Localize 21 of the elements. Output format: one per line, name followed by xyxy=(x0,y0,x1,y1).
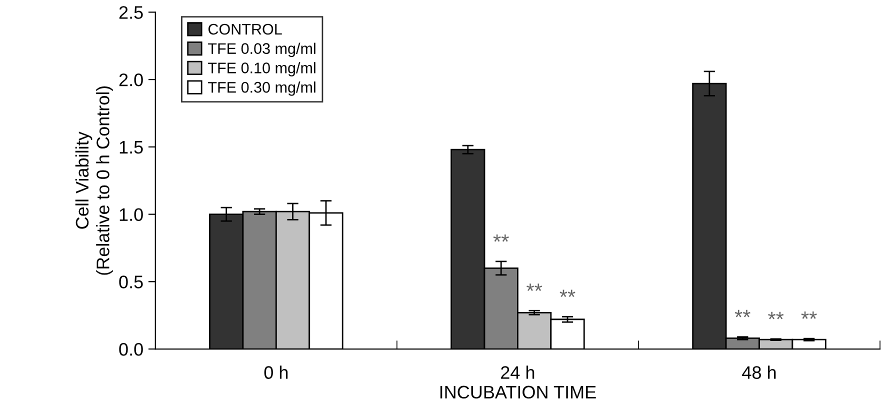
y-tick-label: 1.5 xyxy=(120,141,143,154)
x-tick-label: 48 h xyxy=(742,366,776,379)
legend-label: TFE 0.30 mg/ml xyxy=(208,82,316,96)
annotation: ** xyxy=(768,312,784,320)
annotation: ** xyxy=(526,284,542,291)
y-axis-title: Cell Viability (Relative to 0 h Control) xyxy=(75,86,113,275)
x-tick-label: 24 h xyxy=(501,366,534,379)
y-tick-label: 2.0 xyxy=(119,73,143,86)
y-tick-label: 0.5 xyxy=(119,276,143,288)
annotation: ** xyxy=(493,234,509,242)
annotation: ** xyxy=(734,310,750,318)
x-axis-title: INCUBATION TIME xyxy=(440,386,596,399)
annotation: ** xyxy=(560,290,576,298)
legend-label: CONTROL xyxy=(208,24,282,35)
annotation: ** xyxy=(801,312,817,319)
legend-label: TFE 0.10 mg/ml xyxy=(208,62,316,76)
x-tick-label: 0 h xyxy=(264,366,288,379)
y-tick-label: 1.0 xyxy=(120,208,143,222)
y-tick-label: 0.0 xyxy=(119,342,143,356)
y-tick-label: 2.5 xyxy=(119,6,143,19)
legend-label: TFE 0.03 mg/ml xyxy=(208,42,316,58)
